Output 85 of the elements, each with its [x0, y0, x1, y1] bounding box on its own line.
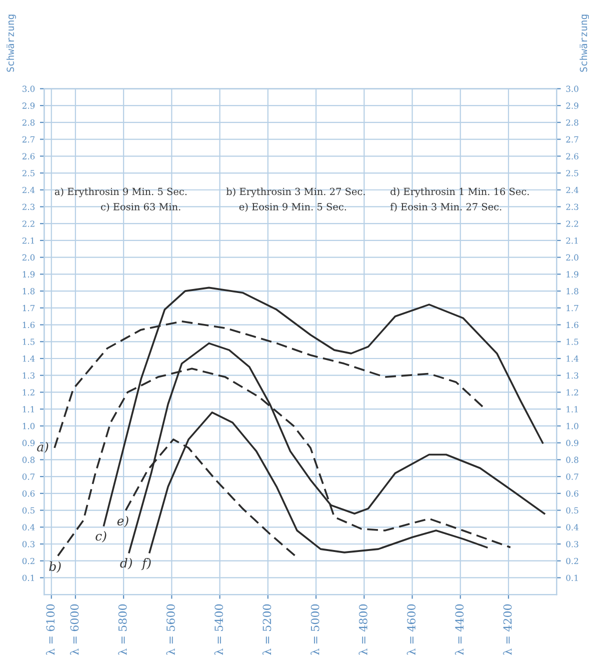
- x-tick-label: λ = 5000: [310, 604, 320, 655]
- x-tick-label: λ = 5200: [262, 604, 272, 655]
- annotation: e) Eosin 9 Min. 5 Sec.: [239, 202, 346, 212]
- y2-tick-label: 0.8: [566, 456, 578, 463]
- y-tick-label: 1.7: [22, 304, 35, 312]
- y-tick-label: 3.0: [22, 86, 35, 92]
- series-label: f): [141, 558, 151, 570]
- y2-tick-label: 2.8: [566, 119, 578, 126]
- y-tick-label: 2.7: [22, 136, 35, 143]
- y2-tick-label: 0.3: [566, 540, 578, 548]
- y2-tick-label: 1.0: [566, 422, 578, 430]
- y-tick-label: 0.6: [22, 490, 35, 497]
- y2-tick-label: 1.9: [566, 271, 578, 278]
- y2-tick-label: 2.6: [566, 153, 578, 160]
- y2-tick-label: 2.3: [566, 204, 578, 210]
- x-tick-label: λ = 4800: [358, 604, 368, 655]
- y2-tick-label: 2.7: [566, 136, 578, 143]
- annotation: c) Eosin 63 Min.: [101, 202, 180, 212]
- y2-tick-label: 1.5: [566, 338, 578, 345]
- x-tick-label: λ = 4200: [503, 604, 512, 655]
- y2-tick-label: 0.4: [566, 524, 578, 530]
- annotation: b) Erythrosin 3 Min. 27 Sec.: [226, 188, 365, 198]
- y2-tick-label: 1.1: [566, 406, 578, 412]
- annotation: d) Erythrosin 1 Min. 16 Sec.: [390, 188, 529, 198]
- y-tick-label: 2.1: [22, 237, 34, 244]
- y-tick-label: 2.2: [22, 220, 34, 227]
- y2-tick-label: 2.0: [566, 254, 578, 261]
- y-tick-label: 0.2: [22, 558, 34, 564]
- y2-tick-label: 1.6: [566, 322, 578, 328]
- y2-tick-label: 2.9: [566, 102, 578, 109]
- y-tick-label: 1.1: [22, 406, 34, 412]
- y-tick-label: 0.1: [22, 574, 34, 582]
- y-tick-label: 0.5: [22, 507, 35, 514]
- y-tick-label: 2.6: [22, 153, 35, 160]
- y-tick-label: 0.9: [22, 440, 35, 446]
- y2-axis-title: Schwärzung: [580, 14, 589, 72]
- y2-tick-label: 2.1: [566, 237, 578, 244]
- y-tick-label: 1.9: [22, 271, 35, 278]
- x-tick-label: λ = 5800: [118, 604, 127, 655]
- y2-tick-label: 0.1: [566, 574, 578, 582]
- x-tick-label: λ = 6000: [70, 604, 79, 655]
- y-tick-label: 1.5: [22, 338, 35, 345]
- y-tick-label: 2.8: [22, 119, 35, 126]
- y-tick-label: 0.8: [22, 456, 35, 463]
- y2-tick-label: 0.5: [566, 507, 578, 514]
- y-tick-label: 1.4: [22, 355, 35, 362]
- y2-tick-label: 2.5: [566, 170, 578, 176]
- series-label: d): [120, 558, 132, 570]
- y-tick-label: 2.5: [22, 170, 35, 176]
- y-tick-label: 2.4: [22, 186, 35, 194]
- x-tick-label: λ = 5600: [166, 604, 175, 655]
- y2-tick-label: 1.4: [566, 355, 578, 362]
- annotation: a) Erythrosin 9 Min. 5 Sec.: [54, 188, 187, 198]
- y-tick-label: 0.4: [22, 524, 35, 530]
- series-label: a): [37, 442, 48, 454]
- series-label: b): [49, 561, 61, 573]
- y2-tick-label: 3.0: [566, 86, 578, 92]
- y-tick-label: 1.8: [22, 288, 35, 294]
- y2-tick-label: 0.2: [566, 558, 578, 564]
- y2-tick-label: 1.2: [566, 389, 578, 396]
- y-tick-label: 1.0: [22, 422, 35, 430]
- y-tick-label: 0.7: [22, 474, 35, 480]
- y-tick-label: 2.0: [22, 254, 35, 261]
- series-label: e): [117, 516, 128, 528]
- y2-tick-label: 0.7: [566, 474, 578, 480]
- y-tick-label: 2.3: [22, 204, 35, 210]
- y-axis-title: Schwärzung: [6, 14, 16, 72]
- x-tick-label: λ = 4400: [454, 604, 464, 655]
- y2-tick-label: 1.7: [566, 304, 578, 312]
- annotation: f) Eosin 3 Min. 27 Sec.: [390, 202, 502, 212]
- y2-tick-label: 2.2: [566, 220, 578, 227]
- x-tick-label: λ = 6100: [46, 604, 55, 655]
- y2-tick-label: 0.9: [566, 440, 578, 446]
- y2-tick-label: 1.8: [566, 288, 578, 294]
- y-tick-label: 1.6: [22, 322, 35, 328]
- series-label: c): [96, 531, 106, 542]
- x-tick-label: λ = 4600: [406, 604, 416, 655]
- y2-tick-label: 0.6: [566, 490, 578, 497]
- y-tick-label: 1.2: [22, 389, 34, 396]
- y-tick-label: 1.3: [22, 372, 35, 379]
- y2-tick-label: 2.4: [566, 186, 578, 194]
- y-tick-label: 2.9: [22, 102, 35, 109]
- y-tick-label: 0.3: [22, 540, 35, 548]
- y2-tick-label: 1.3: [566, 372, 578, 379]
- x-tick-label: λ = 5400: [214, 604, 224, 655]
